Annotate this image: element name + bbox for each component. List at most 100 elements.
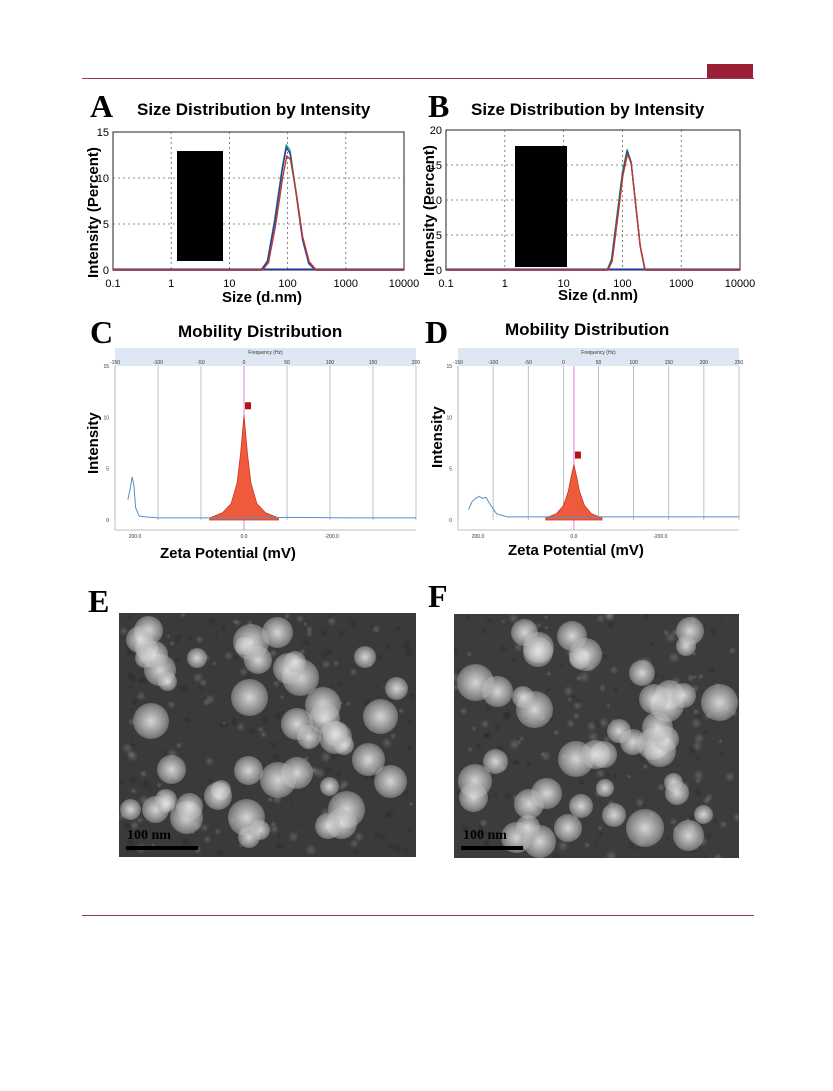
- top-tick-label: 150: [665, 360, 674, 366]
- nanoparticle: [554, 814, 582, 842]
- nanoparticle: [141, 641, 168, 668]
- nanoparticle: [260, 762, 296, 798]
- series-line-2: [446, 151, 740, 271]
- x-tick-label: 1: [502, 278, 508, 290]
- nanoparticle: [701, 684, 738, 721]
- nanoparticle: [158, 672, 177, 691]
- panel-b-xlabel: Size (d.nm): [558, 287, 639, 304]
- panel-a-ylabel: Intensity (Percent): [85, 147, 102, 278]
- nanoparticle: [516, 815, 540, 839]
- vial-photo-a: [177, 151, 223, 261]
- x-tick-label: 1000: [669, 278, 693, 290]
- nanoparticle: [176, 793, 203, 820]
- panel-d-letter: D: [425, 314, 449, 350]
- peak-area: [209, 415, 279, 521]
- y-tick-label: 5: [106, 467, 109, 473]
- peak-marker: [574, 451, 581, 459]
- nanoparticle: [315, 813, 341, 839]
- nanoparticle: [459, 783, 488, 812]
- y-tick-label: 15: [103, 364, 109, 370]
- nanoparticle: [234, 756, 263, 785]
- nanoparticle: [514, 789, 544, 819]
- nanoparticle: [673, 820, 704, 851]
- nanoparticle: [607, 719, 631, 743]
- panel-d-title: Mobility Distribution: [505, 320, 670, 339]
- nanoparticle: [629, 660, 655, 686]
- nanoparticle: [569, 638, 602, 671]
- series-line-1: [446, 148, 740, 271]
- mobility-trace: [127, 476, 416, 519]
- frequency-axis-label: Frequency (Hz): [581, 350, 616, 356]
- peak-marker: [245, 402, 251, 410]
- top-tick-label: -150: [453, 360, 463, 366]
- frequency-axis-label: Frequency (Hz): [248, 350, 283, 356]
- top-tick-label: 100: [629, 360, 638, 366]
- panel-b-ylabel: Intensity (Percent): [421, 145, 438, 276]
- top-tick-label: 50: [596, 360, 602, 366]
- top-tick-label: 250: [735, 360, 744, 366]
- nanoparticle: [602, 803, 626, 827]
- mobility-trace: [468, 495, 739, 518]
- top-tick-label: 200: [412, 360, 421, 366]
- nanoparticle: [483, 749, 508, 774]
- nanoparticle: [320, 777, 339, 796]
- y-tick-label: 20: [430, 125, 442, 137]
- nanoparticle: [596, 779, 614, 797]
- top-tick-label: 200: [700, 360, 709, 366]
- y-tick-label: 10: [103, 415, 109, 421]
- panel-b-title: Size Distribution by Intensity: [471, 100, 705, 119]
- nanoparticle: [523, 637, 553, 667]
- bottom-tick-label: 0.0: [241, 534, 248, 540]
- y-tick-label: 0: [103, 265, 109, 277]
- x-tick-label: 1: [168, 278, 174, 290]
- vial-photo-b: [515, 146, 567, 267]
- frequency-axis-band: [115, 348, 416, 366]
- nanoparticle: [133, 703, 169, 739]
- nanoparticle: [665, 781, 689, 805]
- nanoparticle: [281, 708, 313, 740]
- nanoparticle: [354, 646, 376, 668]
- panel-c-letter: C: [90, 314, 114, 350]
- nanoparticle: [639, 684, 669, 714]
- top-tick-label: 0: [243, 360, 246, 366]
- y-tick-label: 0: [449, 518, 452, 524]
- nanoparticle: [385, 677, 408, 700]
- panel-a-xlabel: Size (d.nm): [222, 289, 303, 306]
- bottom-rule: [82, 915, 754, 916]
- x-tick-label: 0.1: [105, 278, 120, 290]
- panel-a-title: Size Distribution by Intensity: [137, 100, 371, 119]
- top-tick-label: 150: [369, 360, 378, 366]
- scale-bar-e: [126, 846, 198, 850]
- scale-label-f: 100 nm: [463, 828, 507, 843]
- nanoparticle: [694, 805, 713, 824]
- nanoparticle: [581, 740, 610, 769]
- frequency-axis-band: [458, 348, 739, 366]
- tem-image-e: [119, 613, 416, 857]
- y-tick-label: 5: [103, 219, 109, 231]
- plot-frame: [445, 129, 741, 271]
- panel-c-ylabel: Intensity: [85, 412, 102, 474]
- nanoparticle: [642, 712, 673, 743]
- series-line-3: [446, 153, 740, 271]
- nanoparticle: [626, 809, 664, 847]
- peak-area: [545, 464, 603, 521]
- series-line-3: [113, 155, 404, 271]
- nanoparticle: [284, 651, 306, 673]
- panel-f-letter: F: [428, 578, 448, 614]
- nanoparticle: [231, 679, 268, 716]
- y-tick-label: 15: [97, 127, 109, 139]
- bottom-tick-label: 200.0: [472, 534, 485, 540]
- nanoparticle: [157, 795, 175, 813]
- series-line-1: [113, 144, 404, 271]
- nanoparticle: [512, 686, 534, 708]
- x-tick-label: 10000: [389, 278, 420, 290]
- panel-e-letter: E: [88, 583, 110, 619]
- bottom-tick-label: 0.0: [570, 534, 577, 540]
- nanoparticle: [363, 699, 398, 734]
- panel-c-xlabel: Zeta Potential (mV): [160, 545, 296, 562]
- nanoparticle: [228, 799, 265, 836]
- nanoparticle: [157, 755, 186, 784]
- top-tick-label: 0: [562, 360, 565, 366]
